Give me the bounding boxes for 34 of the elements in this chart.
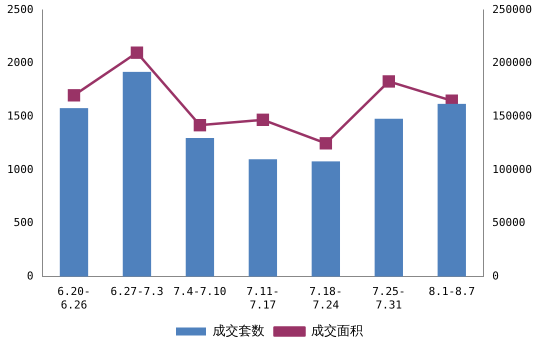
point [194, 118, 206, 132]
point [130, 46, 144, 59]
x-tick-label: 7.4-7.10 [173, 285, 226, 298]
bar [374, 118, 403, 277]
bar [186, 138, 214, 277]
bar [60, 108, 88, 277]
point [320, 137, 332, 150]
y-tick-label: 2000 [6, 56, 34, 70]
x-tick-label: 8.1-8.7 [428, 285, 475, 298]
legend-label: 成交套数 [212, 322, 264, 339]
y-tick-label: 500 [14, 216, 34, 230]
y-tick-label: 2500 [6, 2, 34, 16]
x-tick-label: 7.25-7.31 [372, 285, 406, 312]
y2-tick-label: 0 [492, 269, 499, 282]
point [382, 75, 396, 88]
y2-tick-label: 200000 [492, 56, 532, 70]
x-tick-label: 6.20-6.26 [57, 285, 91, 312]
y-tick-label: 1000 [6, 162, 34, 176]
x-tick-label: 6.27-7.3 [110, 285, 164, 298]
y-tick-label: 0 [26, 269, 34, 282]
point [256, 114, 270, 126]
point [68, 89, 80, 102]
bar [248, 159, 278, 277]
y2-tick-label: 50000 [492, 216, 526, 230]
x-tick-label: 7.18-7.24 [309, 285, 342, 312]
x-tick-label: 7.11-7.17 [246, 285, 280, 312]
y2-tick-label: 150000 [492, 110, 532, 122]
y2-tick-label: 100000 [492, 162, 532, 176]
y2-tick-label: 250000 [492, 2, 532, 16]
legend-label: 成交面积 [311, 322, 363, 339]
y-tick-label: 1500 [6, 110, 34, 122]
bar [438, 104, 466, 277]
bar [312, 161, 340, 277]
bar [122, 72, 152, 277]
